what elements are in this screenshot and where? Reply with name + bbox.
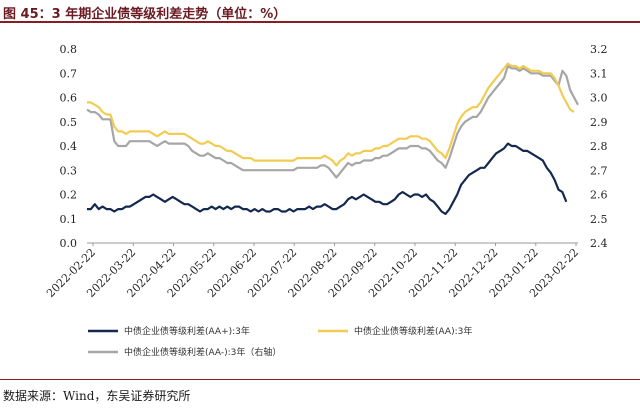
legend-label: 中债企业债等级利差(AA-):3年（右轴）	[124, 346, 281, 358]
left-y-tick-label: 0.5	[60, 116, 78, 129]
source-divider	[0, 379, 640, 380]
chart-title: 图 45：3 年期企业债等级利差走势（单位：%）	[3, 7, 287, 22]
left-y-tick-label: 0.6	[60, 92, 78, 105]
legend: 中债企业债等级利差(AA+):3年 中债企业债等级利差(AA):3年中债企业债等级…	[88, 325, 472, 358]
right-y-tick-label: 3.2	[590, 43, 608, 56]
chart-area: 0.0 0.1 0.2 0.3 0.4 0.5 0.6 0.7 0.8 2.4 2.5 2.6 2.7 2…	[44, 43, 607, 358]
right-y-tick-label: 3.0	[590, 92, 608, 105]
series-line-0	[87, 142, 568, 215]
left-y-tick-label: 0.1	[60, 213, 78, 226]
left-y-tick-label: 0.0	[60, 237, 78, 250]
right-y-tick-label: 3.1	[590, 67, 608, 80]
source-note: 数据来源：Wind，东吴证券研究所	[3, 389, 191, 403]
right-y-tick-label: 2.6	[590, 189, 608, 202]
left-y-tick-label: 0.3	[60, 164, 78, 177]
right-y-tick-label: 2.8	[590, 140, 608, 153]
right-y-tick-label: 2.4	[590, 237, 608, 250]
series-lines	[86, 62, 579, 215]
left-y-tick-label: 0.8	[60, 43, 78, 56]
left-y-tick-label: 0.7	[60, 67, 78, 80]
legend-label: 中债企业债等级利差(AA):3年	[354, 325, 472, 337]
axes: 0.0 0.1 0.2 0.3 0.4 0.5 0.6 0.7 0.8 2.4 2.5 2.6 2.7 2…	[44, 43, 607, 300]
title-bar: 图 45：3 年期企业债等级利差走势（单位：%）	[0, 0, 640, 23]
right-y-tick-label: 2.9	[590, 116, 608, 129]
series-line-2	[86, 64, 579, 179]
left-y-tick-label: 0.4	[60, 140, 78, 153]
legend-label: 中债企业债等级利差(AA+):3年	[124, 325, 250, 337]
series-line-1	[87, 62, 575, 167]
right-y-tick-label: 2.5	[590, 213, 608, 226]
right-y-tick-label: 2.7	[590, 164, 608, 177]
left-y-tick-label: 0.2	[60, 189, 78, 202]
title-divider	[0, 21, 640, 23]
